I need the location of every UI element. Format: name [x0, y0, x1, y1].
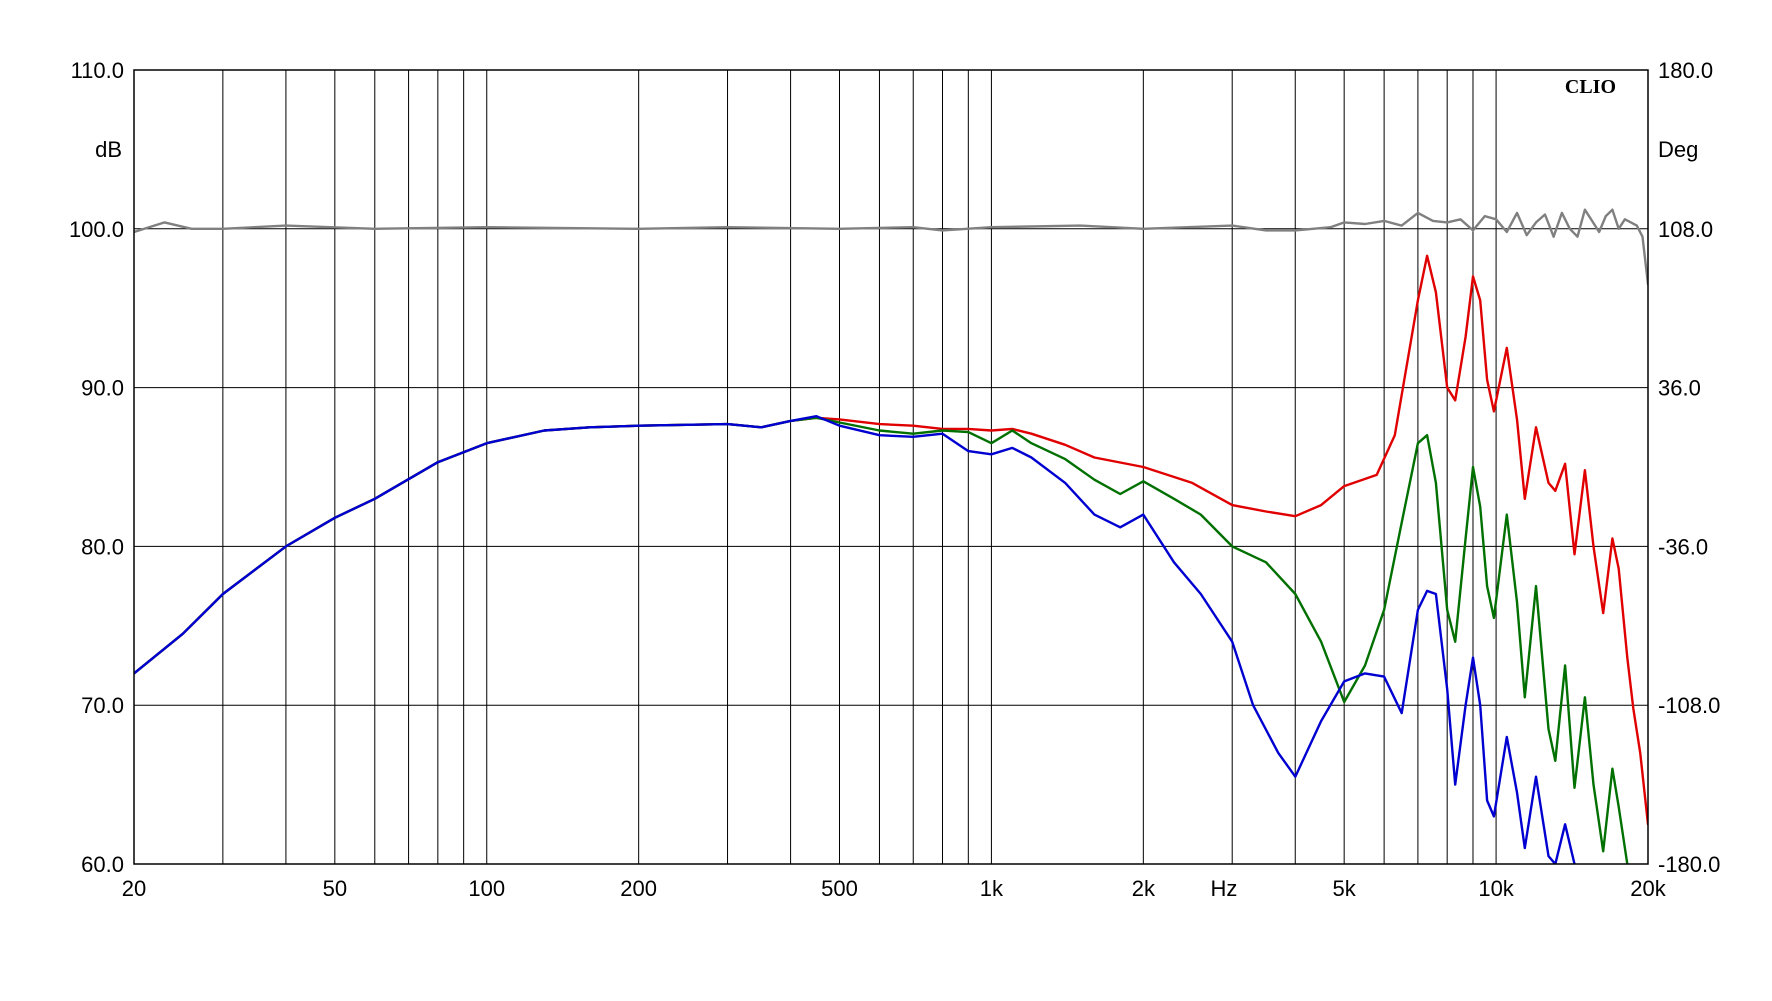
tick-labels: 20 50 100 200 500 1k 2k 5k 10k 20k 110.0 100.0 90.0 8…	[69, 58, 1720, 901]
y-right-tick-label: -108.0	[1658, 693, 1720, 718]
y-left-tick-label: 100.0	[69, 217, 124, 242]
y-right-tick-label: -36.0	[1658, 534, 1708, 559]
x-tick-label: 500	[821, 876, 858, 901]
x-tick-label: 200	[620, 876, 657, 901]
series-line-4	[134, 415, 1576, 864]
y-right-tick-label: 180.0	[1658, 58, 1713, 83]
y-right-tick-label: -180.0	[1658, 852, 1720, 877]
y-left-tick-label: 90.0	[81, 376, 124, 401]
series-line-1	[134, 208, 1648, 286]
y-right-axis-label: Deg	[1658, 137, 1698, 162]
x-tick-label: 10k	[1478, 876, 1514, 901]
series-group	[134, 208, 1648, 864]
y-right-tick-label: 108.0	[1658, 217, 1713, 242]
y-left-tick-label: 80.0	[81, 534, 124, 559]
y-left-axis-label: dB	[95, 137, 122, 162]
y-left-tick-label: 60.0	[81, 852, 124, 877]
y-left-tick-label: 70.0	[81, 693, 124, 718]
x-tick-label: 100	[468, 876, 505, 901]
brand-label: CLIO	[1565, 76, 1616, 98]
x-tick-label: 50	[323, 876, 347, 901]
x-tick-label: 20	[122, 876, 146, 901]
y-right-tick-label: 36.0	[1658, 376, 1701, 401]
x-tick-label: 20k	[1630, 876, 1666, 901]
plot-frame	[133, 69, 1649, 865]
x-tick-label: 2k	[1132, 876, 1156, 901]
x-tick-label: 1k	[980, 876, 1004, 901]
plot-background	[134, 70, 1648, 864]
y-left-tick-label: 110.0	[71, 58, 124, 83]
x-axis-label: Hz	[1211, 876, 1238, 901]
x-tick-label: 5k	[1333, 876, 1357, 901]
